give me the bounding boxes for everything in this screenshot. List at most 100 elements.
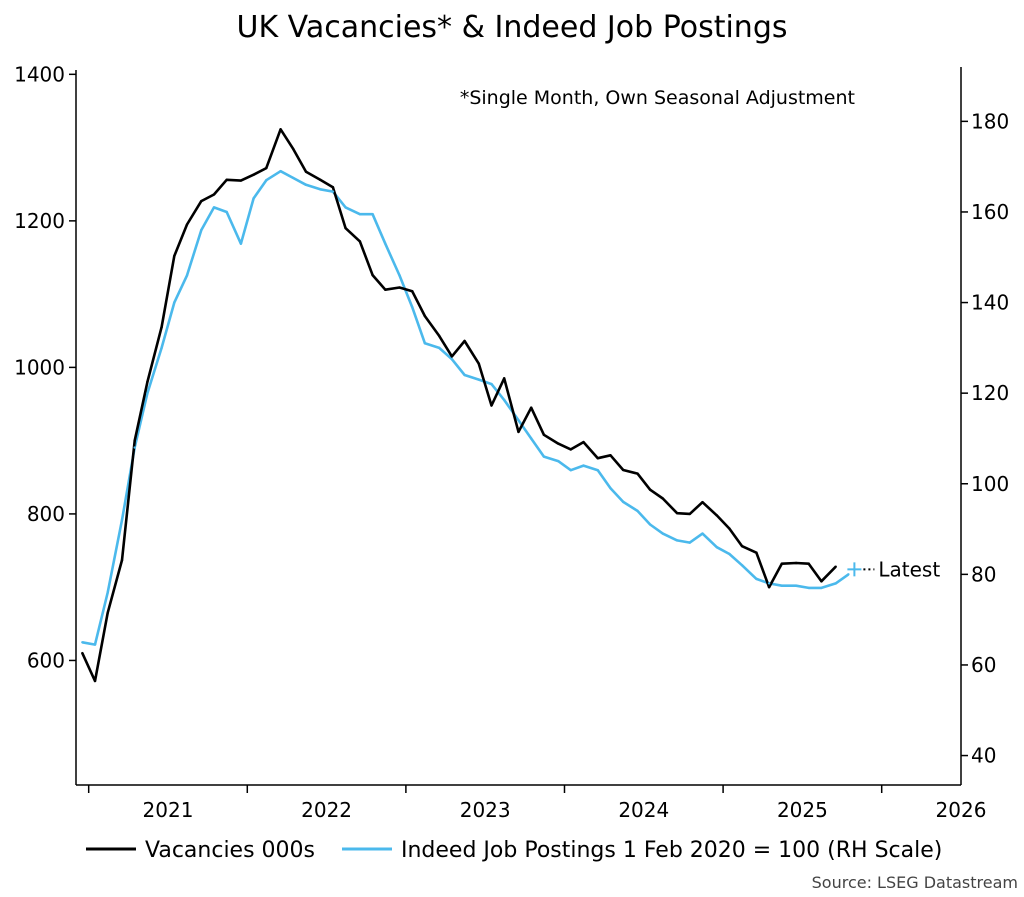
chart-title: UK Vacancies* & Indeed Job Postings — [237, 10, 788, 45]
indeed-point — [173, 301, 176, 304]
source-note: Source: LSEG Datastream — [812, 873, 1018, 892]
left-tick-label: 600 — [27, 648, 65, 672]
left-tick-label: 1000 — [14, 355, 65, 379]
indeed-point — [675, 539, 679, 542]
vacancies-point — [423, 314, 427, 318]
right-tick-label: 60 — [971, 653, 996, 677]
vacancies-point — [93, 679, 97, 683]
indeed-point — [185, 274, 189, 277]
indeed-point — [292, 176, 295, 180]
indeed-point — [252, 197, 255, 200]
vacancies-point — [621, 468, 625, 472]
indeed-point — [398, 274, 401, 277]
indeed-point — [450, 357, 454, 361]
indeed-point — [304, 183, 308, 186]
indeed-point — [265, 179, 268, 182]
vacancies-point — [81, 651, 84, 655]
indeed-point — [740, 564, 744, 567]
right-tick-label: 40 — [971, 744, 996, 768]
indeed-point — [384, 242, 387, 245]
vacancies-point — [463, 339, 466, 343]
right-tick-label: 160 — [971, 200, 1009, 224]
vacancies-point — [304, 170, 308, 173]
x-tick-label: 2024 — [618, 798, 669, 822]
vacancies-point — [239, 179, 243, 182]
vacancies-line — [81, 128, 837, 683]
x-tick-label: 2025 — [777, 798, 828, 822]
indeed-point — [490, 382, 493, 386]
indeed-point — [556, 459, 560, 463]
indeed-point — [569, 468, 573, 472]
indeed-point — [133, 446, 136, 449]
vacancies-point — [569, 448, 573, 451]
indeed-point — [582, 464, 585, 467]
x-tick-label: 2026 — [936, 798, 987, 822]
latest-marker: Latest — [847, 557, 940, 581]
indeed-point — [621, 500, 625, 504]
right-axis: 40 60 80 100 120 140 160 180 — [961, 109, 1009, 768]
indeed-point — [437, 346, 441, 350]
vacancies-point — [173, 254, 176, 258]
indeed-point — [160, 346, 163, 350]
indeed-point — [477, 378, 481, 381]
vacancies-point — [820, 580, 823, 583]
vacancies-point — [728, 527, 731, 530]
indeed-point — [279, 169, 282, 173]
right-tick-label: 80 — [971, 562, 996, 586]
indeed-point — [701, 532, 704, 535]
x-tick-label: 2022 — [301, 798, 352, 822]
vacancies-point — [185, 223, 189, 226]
vacancies-point — [609, 454, 612, 457]
indeed-point — [503, 398, 506, 402]
right-tick-label: 120 — [971, 381, 1009, 405]
indeed-point — [755, 577, 758, 581]
vacancies-point — [371, 273, 374, 277]
vacancies-point — [582, 440, 585, 444]
vacancies-point — [358, 240, 362, 243]
vacancies-point — [556, 442, 560, 445]
vacancies-point — [160, 325, 163, 329]
vacancies-point — [661, 497, 665, 500]
data-points — [81, 128, 850, 683]
vacancies-point — [477, 362, 481, 365]
legend-label-vacancies: Vacancies 000s — [145, 838, 315, 863]
vacancies-point — [542, 433, 546, 436]
indeed-point — [820, 586, 823, 590]
vacancies-point — [688, 512, 691, 516]
indeed-point — [728, 552, 731, 556]
vacancies-point — [411, 289, 414, 293]
indeed-point — [319, 188, 322, 191]
right-tick-label: 180 — [971, 109, 1009, 133]
indeed-point — [106, 591, 109, 594]
vacancies-point — [648, 488, 652, 491]
vacancies-point — [715, 514, 718, 517]
indeed-point — [609, 487, 612, 490]
vacancies-point — [755, 551, 758, 554]
vacancies-point — [292, 147, 295, 151]
vacancies-point — [450, 355, 454, 358]
indeed-point — [371, 213, 374, 216]
left-tick-label: 800 — [27, 502, 65, 526]
indeed-point — [807, 586, 810, 590]
vacancies-point — [265, 166, 268, 170]
vacancies-point — [398, 286, 401, 289]
vacancies-point — [319, 178, 322, 182]
vacancies-point — [767, 585, 771, 589]
vacancies-point — [200, 199, 203, 203]
left-tick-label: 1400 — [14, 62, 65, 86]
vacancies-point — [279, 128, 282, 131]
vacancies-point — [834, 565, 837, 568]
vacancies-point — [120, 558, 124, 562]
indeed-point — [529, 437, 533, 440]
vacancies-point — [636, 472, 639, 475]
indeed-point — [344, 206, 347, 209]
vacancies-point — [490, 404, 493, 407]
vacancies-point — [596, 457, 600, 460]
indeed-point — [358, 213, 362, 216]
indeed-point — [767, 582, 771, 585]
x-tick-label: 2023 — [460, 798, 511, 822]
indeed-point — [636, 509, 639, 513]
indeed-point — [715, 545, 718, 549]
vacancies-point — [146, 380, 149, 384]
